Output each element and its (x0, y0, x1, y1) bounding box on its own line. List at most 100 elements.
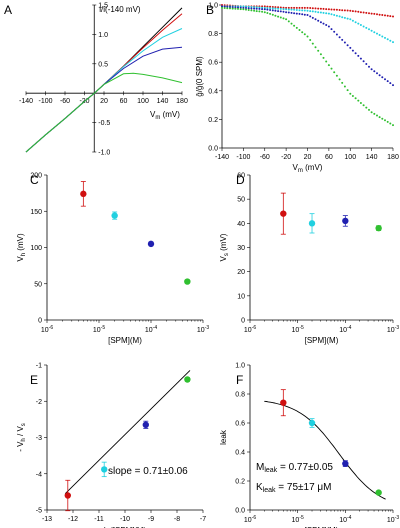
x-tick-label: -7 (200, 516, 206, 523)
data-point-s2 (221, 5, 223, 8)
x-tick-exponent: -4 (347, 325, 352, 331)
y-tick-label: 1.5 (98, 3, 108, 10)
data-point-s1 (386, 38, 389, 41)
x-axis-label: Vm (mV) (150, 110, 180, 121)
data-point-s2 (359, 57, 362, 60)
data-point-s2 (290, 11, 293, 14)
slope-annotation: slope = 0.71±0.06 (108, 466, 188, 477)
data-point-s1 (261, 6, 264, 9)
data-point-s3 (301, 31, 304, 34)
x-tick-label: 10-3 (197, 325, 209, 334)
data-point-s1 (266, 7, 269, 9)
x-tick-label: 10-4 (339, 515, 351, 524)
x-tick-base: 10 (387, 517, 395, 524)
x-axis-label: Vm (mV) (293, 163, 323, 174)
data-point-s3 (247, 9, 250, 11)
x-axis-label-main: V (150, 110, 156, 119)
data-point-s2 (378, 74, 381, 77)
y-axis-label-sub: s (224, 253, 230, 256)
data-point-s0 (362, 11, 365, 14)
k-leak-annotation: Kleak = 75±17 μM (256, 482, 332, 494)
data-point-s1 (290, 8, 293, 11)
data-point-s2 (226, 5, 229, 8)
y-axis-label-sub: h (21, 438, 27, 441)
y-axis-label: leak (219, 429, 228, 445)
x-tick-label: 180 (176, 98, 188, 105)
y-axis-label: Vh (mV) (16, 233, 27, 262)
data-point-s1 (250, 6, 253, 8)
data-point-s2 (229, 6, 231, 8)
y-tick-label: -0.5 (98, 120, 110, 127)
data-point-s2 (351, 49, 354, 52)
data-point-s2 (343, 41, 346, 44)
data-point-s3 (245, 8, 247, 11)
data-point-s0 (317, 7, 320, 10)
data-point-s1 (359, 24, 362, 26)
panel-label-f: F (236, 373, 243, 387)
data-point-s2 (376, 72, 378, 75)
data-point-s0 (351, 10, 354, 13)
data-point-s1 (389, 39, 392, 42)
x-tick-base: 10 (339, 327, 347, 334)
data-point-s1 (384, 36, 386, 39)
x-tick-base: 10 (292, 517, 300, 524)
data-point-s3 (250, 9, 253, 12)
data-point-s1 (327, 12, 330, 15)
data-point-s1 (263, 6, 266, 9)
y-tick-label: 1.0 (208, 3, 218, 10)
x-tick-exponent: -4 (153, 325, 158, 331)
data-point-s0 (381, 14, 384, 16)
series-line-2 (25, 28, 183, 153)
data-point-s3 (226, 7, 229, 10)
x-tick-exponent: -3 (395, 325, 400, 331)
y-axis-label-part: - V (16, 441, 25, 452)
data-point-s2 (306, 14, 309, 16)
data-point-s3 (357, 99, 360, 102)
data-point-s2 (368, 65, 370, 68)
data-point-s1 (335, 14, 338, 17)
data-point-s2 (314, 18, 317, 21)
data-point-s2 (330, 28, 333, 31)
y-tick-label: -1.0 (98, 150, 110, 157)
y-tick-label: 30 (237, 245, 245, 252)
data-point-s3 (389, 122, 392, 125)
data-point-s3 (330, 67, 333, 70)
x-axis-label: ln([SPM]/M) (104, 526, 147, 528)
x-tick-label: -60 (60, 98, 70, 105)
data-point (342, 460, 349, 467)
data-point-s2 (317, 19, 320, 22)
x-tick-label: 140 (366, 154, 378, 161)
data-point-s3 (311, 42, 314, 45)
data-point-s1 (303, 9, 306, 12)
m-leak-annotation: Mleak = 0.77±0.05 (256, 462, 333, 474)
data-point-s1 (247, 5, 250, 8)
y-tick-label: 100 (30, 245, 42, 252)
x-tick-label: 60 (120, 98, 128, 105)
x-tick-label: -60 (260, 154, 270, 161)
data-point-s1 (258, 6, 261, 9)
data-point-s2 (269, 9, 272, 11)
x-tick-exponent: -6 (49, 325, 54, 331)
x-tick-base: 10 (197, 327, 205, 334)
data-point-s2 (250, 7, 253, 10)
data-point-s1 (376, 32, 378, 35)
data-point-s2 (362, 60, 365, 63)
x-tick-label: 10-4 (339, 325, 351, 334)
x-tick-label: 10-5 (292, 515, 304, 524)
data-point-s2 (327, 25, 330, 28)
data-point-s0 (392, 15, 394, 18)
data-point-s2 (293, 12, 296, 15)
data-point-s2 (287, 11, 290, 14)
data-point-s2 (277, 10, 280, 13)
data-point-s3 (335, 74, 338, 77)
x-tick-exponent: -5 (101, 325, 106, 331)
data-point-s0 (343, 9, 346, 12)
data-point-s3 (285, 18, 288, 21)
x-tick-label: 10-3 (387, 515, 399, 524)
data-point-s3 (354, 97, 357, 100)
data-point-s2 (365, 63, 368, 65)
data-point-s0 (263, 5, 266, 8)
data-point-s3 (362, 104, 365, 107)
data-point (111, 212, 118, 219)
data-point-s3 (349, 92, 352, 95)
